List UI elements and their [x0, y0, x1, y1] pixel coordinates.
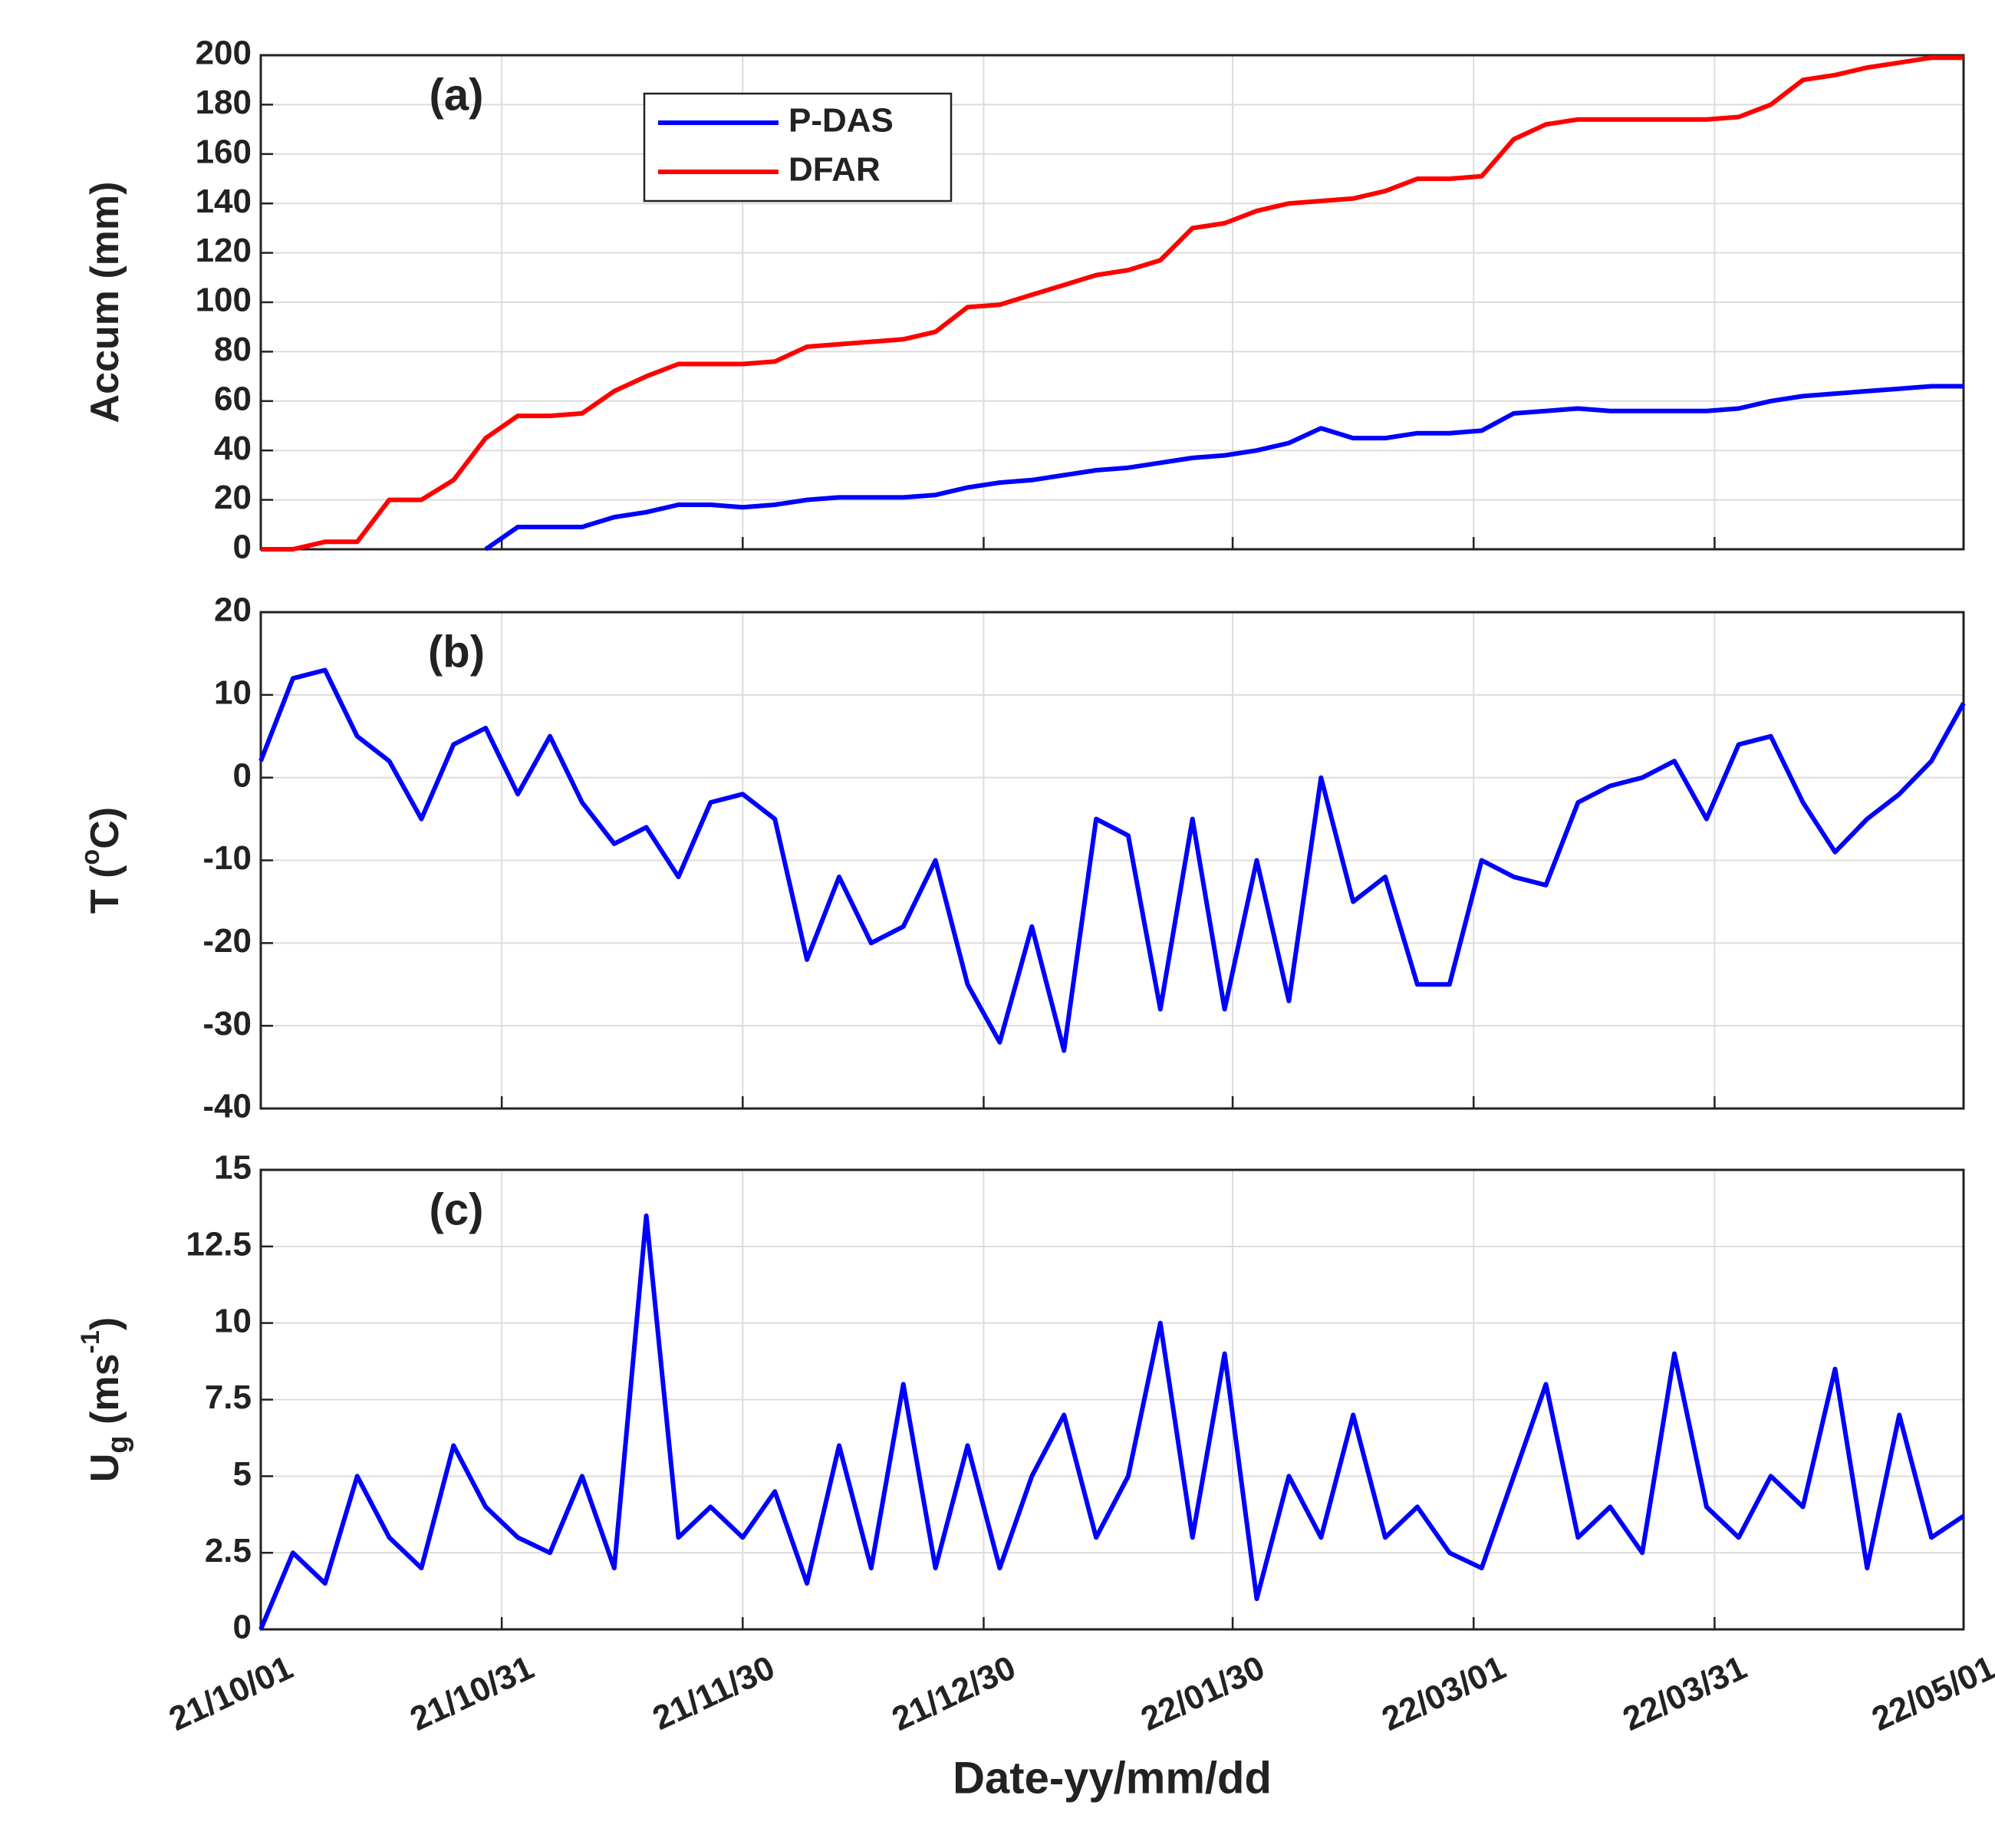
- y-tick-label: -30: [202, 1005, 252, 1043]
- y-axis-label: Ug (ms-1): [76, 1317, 134, 1482]
- y-axis-label-part: Accum (mm): [83, 182, 127, 423]
- y-tick-label: 140: [196, 183, 252, 220]
- y-tick-label: 200: [196, 35, 252, 72]
- y-tick-label: 2.5: [205, 1532, 252, 1570]
- data-line: [258, 667, 1966, 1053]
- y-tick-label: 10: [214, 1302, 252, 1339]
- panel-label: (c): [430, 1184, 484, 1234]
- y-tick-label: 0: [233, 529, 252, 566]
- y-tick-label: 160: [196, 133, 252, 170]
- panel-label: (b): [428, 627, 485, 677]
- y-tick-label: 10: [214, 674, 252, 711]
- y-tick-label: 12.5: [186, 1225, 252, 1263]
- y-axis-label-part: -1: [76, 1330, 105, 1353]
- x-tick-label: 22/01/30: [1135, 1649, 1270, 1738]
- panel-label: (a): [430, 70, 484, 120]
- y-tick-label: 15: [214, 1149, 252, 1187]
- x-tick-label: 22/03/31: [1618, 1649, 1753, 1738]
- y-tick-label: 20: [214, 479, 252, 516]
- y-tick-label: 40: [214, 430, 252, 467]
- y-tick-label: -40: [202, 1088, 252, 1125]
- data-line: [484, 384, 1964, 552]
- axes-frame: [259, 1168, 1965, 1631]
- y-tick-label: 0: [233, 756, 252, 794]
- y-axis-label-part: C): [83, 807, 127, 849]
- y-axis-label-part: ): [83, 1317, 127, 1330]
- y-tick-label: 0: [233, 1609, 252, 1646]
- y-tick-label: 60: [214, 380, 252, 417]
- x-tick-label: 21/10/01: [163, 1649, 298, 1738]
- y-axis-label: T (oC): [76, 807, 127, 914]
- y-tick-label: 7.5: [205, 1379, 252, 1416]
- y-tick-label: 5: [233, 1455, 252, 1493]
- y-tick-label: 120: [196, 232, 252, 269]
- y-tick-label: 180: [196, 84, 252, 121]
- x-tick-label: 21/10/31: [404, 1649, 539, 1738]
- y-tick-label: -20: [202, 922, 252, 960]
- legend-label: P-DAS: [788, 102, 894, 140]
- y-tick-label: -10: [202, 839, 252, 877]
- data-line: [261, 55, 1964, 552]
- y-axis-label: Accum (mm): [83, 182, 127, 423]
- x-tick-label: 21/11/30: [647, 1649, 781, 1738]
- x-tick-label: 22/03/01: [1376, 1649, 1511, 1738]
- y-tick-label: 100: [196, 282, 252, 319]
- axes-frame: [259, 611, 1965, 1110]
- y-tick-label: 80: [214, 331, 252, 368]
- x-axis-label: Date-yy/mm/dd: [953, 1753, 1272, 1803]
- y-axis-label-part: g: [102, 1435, 134, 1453]
- y-axis-label-part: o: [76, 849, 105, 865]
- y-axis-label-part: T (: [83, 865, 127, 914]
- legend-box: [643, 92, 953, 203]
- data-line: [258, 1213, 1965, 1631]
- y-axis-label-part: (ms: [83, 1353, 127, 1435]
- legend-label: DFAR: [788, 151, 881, 189]
- y-axis-label-part: U: [83, 1454, 127, 1483]
- axes-frame: [259, 54, 1965, 551]
- y-tick-label: 20: [214, 591, 252, 629]
- x-tick-label: 22/05/01: [1866, 1649, 1995, 1738]
- x-tick-label: 21/12/30: [887, 1649, 1022, 1738]
